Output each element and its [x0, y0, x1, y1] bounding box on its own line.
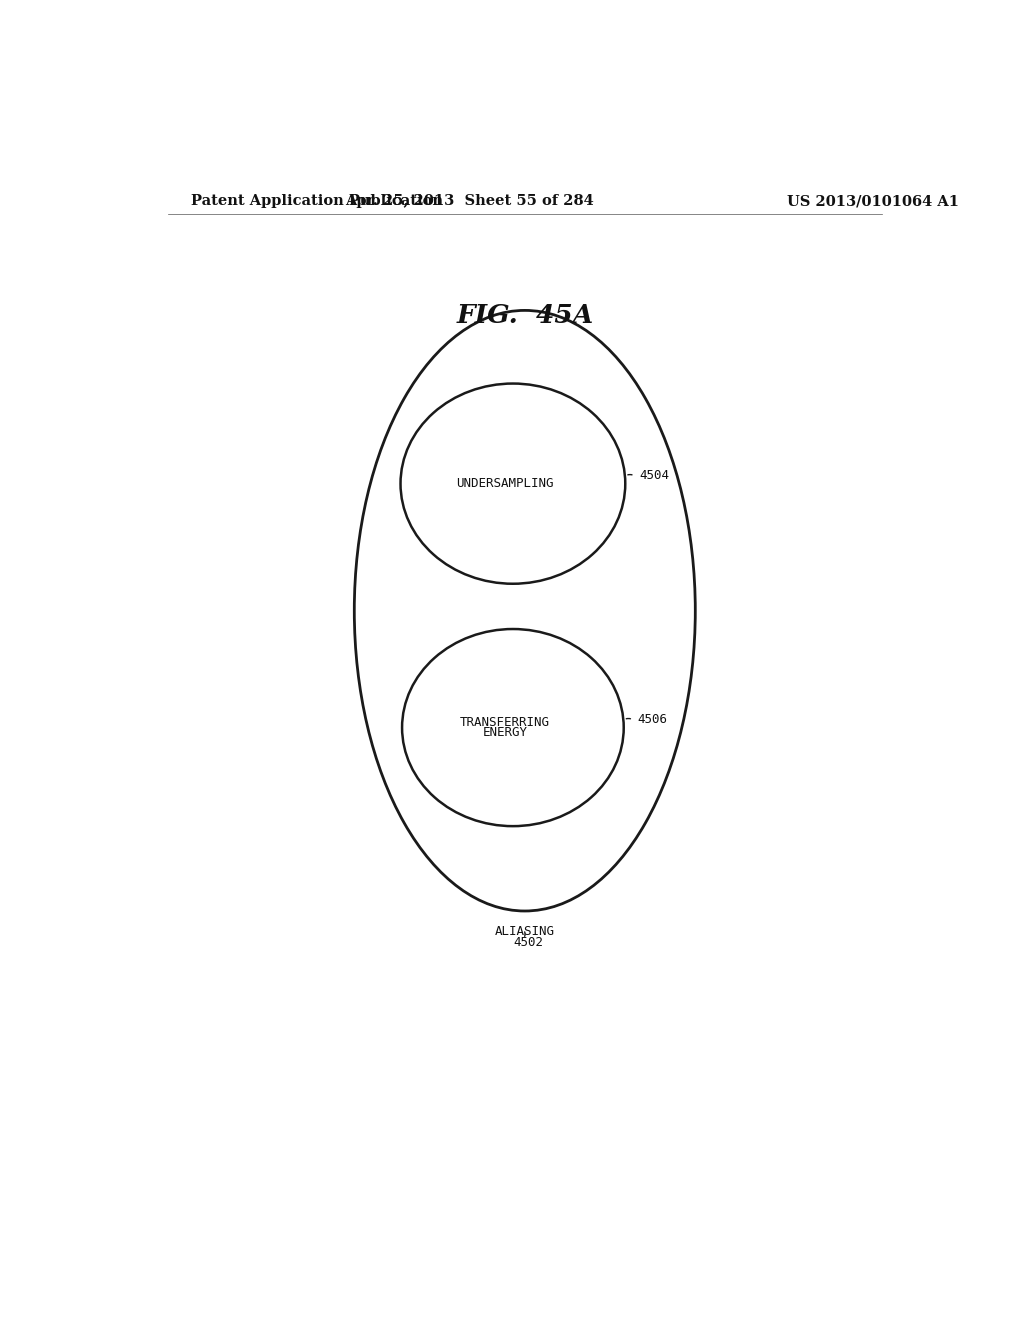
Text: Patent Application Publication: Patent Application Publication [191, 194, 443, 209]
Text: ALIASING: ALIASING [495, 925, 555, 937]
Text: 4504: 4504 [639, 470, 670, 482]
Text: TRANSFERRING: TRANSFERRING [460, 715, 550, 729]
Text: UNDERSAMPLING: UNDERSAMPLING [457, 477, 554, 490]
Text: 4506: 4506 [638, 713, 668, 726]
Text: US 2013/0101064 A1: US 2013/0101064 A1 [786, 194, 958, 209]
Text: Apr. 25, 2013  Sheet 55 of 284: Apr. 25, 2013 Sheet 55 of 284 [345, 194, 594, 209]
Text: ENERGY: ENERGY [482, 726, 527, 739]
Text: FIG.  45A: FIG. 45A [456, 304, 594, 329]
Text: 4502: 4502 [514, 936, 544, 949]
